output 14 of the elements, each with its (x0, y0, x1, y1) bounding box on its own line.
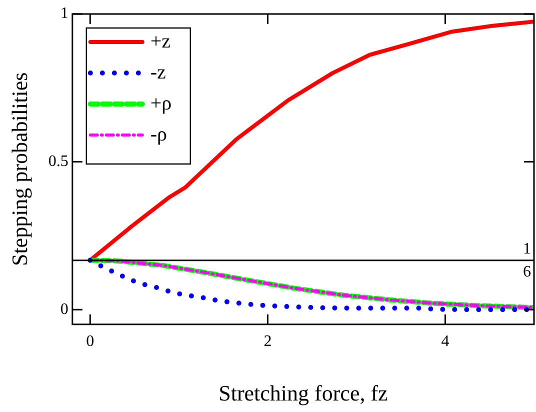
x-tick-label: 0 (86, 333, 94, 350)
annotation: 1 (523, 240, 531, 258)
x-tick-label: 2 (264, 333, 272, 350)
x-tick-label: 4 (441, 333, 450, 350)
y-axis-title: Stepping probabilities (6, 72, 32, 266)
legend-label: +ρ (150, 92, 172, 114)
legend-label: -ρ (150, 123, 168, 146)
y-tick-label: 0 (60, 300, 68, 318)
legend-label: +z (150, 30, 171, 52)
annotation: 6 (523, 264, 531, 281)
y-tick-label: 0.5 (48, 153, 68, 170)
y-tick-label: 1 (60, 5, 68, 22)
legend-label: -z (150, 61, 166, 84)
x-axis-title: Stretching force, fz (218, 380, 388, 406)
